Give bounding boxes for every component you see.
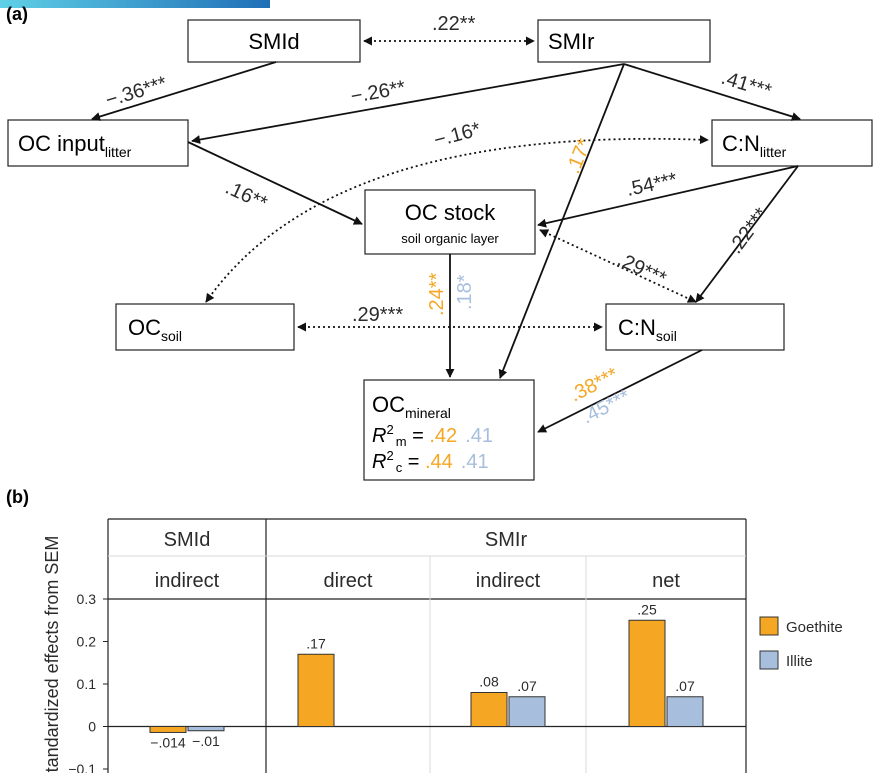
bar-value-label: .07	[675, 678, 695, 694]
bar-illite	[508, 696, 546, 727]
node-smir-box	[537, 19, 711, 63]
panel-b-label: (b)	[6, 487, 29, 507]
node-ocsoil-label: OCsoil	[128, 315, 182, 344]
legend-swatch-illite	[759, 650, 779, 670]
coef-smir-cnlitter: .41***	[719, 67, 775, 103]
node-smir-label: SMIr	[548, 29, 594, 54]
panel-a-label: (a)	[6, 4, 28, 24]
bar-value-label: −.014	[150, 734, 186, 750]
coef-cnlitter-ocstock: .54***	[624, 169, 679, 201]
node-cnlitter-label: C:Nlitter	[722, 131, 787, 160]
coef-cnlitter-cnsoil: .22***	[724, 204, 772, 258]
node-smid-label: SMId	[248, 29, 299, 54]
coef-smir-ocinput: −.26**	[349, 77, 407, 108]
legend-swatch-goethite	[759, 616, 779, 636]
header-accent-bar	[0, 0, 270, 8]
node-cnsoil-label: C:Nsoil	[618, 315, 677, 344]
bar-chart: SMId indirect SMIr direct indirect net 0.3 0.2 0…	[68, 518, 843, 773]
bar-value-label: .17	[306, 635, 326, 651]
coef-smir-ocmineral: .17*	[562, 135, 596, 176]
coef-ocstock-cnsoil: .29***	[614, 249, 670, 291]
category-label: net	[652, 570, 680, 592]
r2c-row: R2c = .44.41	[372, 448, 489, 475]
bar-illite	[187, 726, 225, 732]
bar-illite	[666, 696, 704, 727]
path-smir-ocinput	[191, 63, 625, 145]
group-header: SMId	[164, 529, 211, 551]
legend-label-illite: Illite	[786, 653, 813, 670]
category-label: indirect	[476, 570, 541, 592]
y-tick-label: 0.3	[77, 591, 97, 607]
group-header: SMIr	[485, 529, 528, 551]
node-smid-box	[187, 19, 361, 63]
node-ocmineral-box	[363, 379, 535, 481]
bar-goethite	[149, 726, 187, 733]
node-ocstock-label: OC stock	[405, 200, 496, 225]
bar-value-label: −.01	[192, 733, 220, 749]
node-cnsoil-box	[605, 303, 785, 351]
coef-ocinput-ocstock: .16**	[222, 177, 271, 215]
node-ocsoil-box	[115, 303, 295, 351]
category-label: direct	[324, 570, 373, 592]
path-ocinput-cnlitter-curve	[205, 135, 709, 303]
coef-smid-smir: .22**	[432, 13, 476, 35]
y-tick-label: 0.1	[77, 676, 97, 692]
coef-ocsoil-cnsoil: .29***	[352, 304, 403, 326]
node-ocmineral-label: OCmineral	[372, 392, 451, 421]
bar-goethite	[628, 619, 666, 727]
bar-value-label: .08	[479, 674, 499, 690]
legend-label-goethite: Goethite	[786, 619, 843, 636]
path-smir-cnlitter	[623, 63, 801, 121]
path-cnsoil-ocmineral	[537, 349, 703, 433]
path-cnlitter-cnsoil	[695, 165, 799, 303]
category-label: indirect	[155, 570, 220, 592]
bar-goethite	[470, 692, 508, 727]
node-ocstock-sublabel: soil organic layer	[401, 231, 499, 246]
path-ocinput-ocstock	[187, 141, 363, 225]
path-smid-ocinput	[91, 61, 277, 121]
coef-ocstock-ocmineral-goethite: .24**	[426, 272, 448, 316]
node-ocinput-label: OC inputlitter	[18, 131, 132, 160]
y-tick-label: −0.1	[68, 761, 96, 773]
bar-value-label: .25	[637, 601, 657, 617]
r2m-row: R2m = .42.41	[372, 422, 493, 449]
bar-goethite	[297, 653, 335, 727]
coef-ocstock-ocmineral-illite: .18*	[454, 274, 476, 310]
coef-ocinput-cnlitter: −.16*	[432, 118, 484, 152]
y-tick-label: 0.2	[77, 634, 97, 650]
y-tick-label: 0	[88, 719, 96, 735]
y-axis-label: Standardized effects from SEM	[42, 536, 62, 773]
bar-value-label: .07	[517, 678, 537, 694]
node-cnlitter-box	[711, 119, 873, 167]
